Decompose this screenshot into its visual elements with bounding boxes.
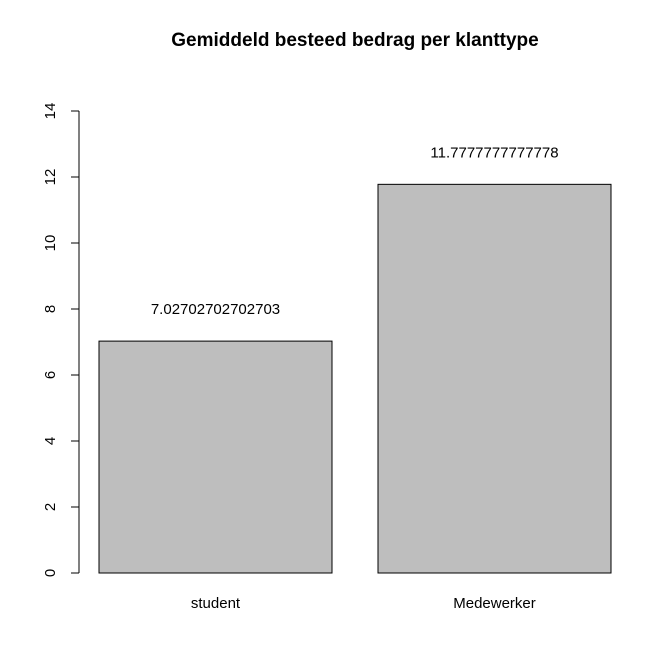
y-tick-label-6: 6 bbox=[42, 371, 59, 379]
y-tick-label-10: 10 bbox=[42, 235, 59, 252]
y-tick-label-2: 2 bbox=[42, 503, 59, 511]
y-tick-label-8: 8 bbox=[42, 305, 59, 313]
category-label-student: student bbox=[191, 595, 241, 612]
chart-title: Gemiddeld besteed bedrag per klanttype bbox=[171, 30, 538, 51]
y-axis: 0 2 4 6 8 10 12 14 bbox=[42, 103, 80, 577]
data-label-medewerker: 11.7777777777778 bbox=[430, 144, 558, 161]
bars bbox=[98, 183, 612, 574]
bar-student bbox=[98, 340, 333, 574]
y-tick-label-14: 14 bbox=[42, 103, 59, 120]
y-tick-label-0: 0 bbox=[42, 569, 59, 577]
category-label-medewerker: Medewerker bbox=[453, 595, 536, 612]
y-tick-label-12: 12 bbox=[42, 169, 59, 186]
bar-labels: 7.02702702702703 student 11.7777777777778 M… bbox=[151, 144, 559, 612]
y-tick-label-4: 4 bbox=[42, 437, 59, 445]
bar-medewerker bbox=[377, 183, 612, 574]
data-label-student: 7.02702702702703 bbox=[151, 301, 280, 318]
